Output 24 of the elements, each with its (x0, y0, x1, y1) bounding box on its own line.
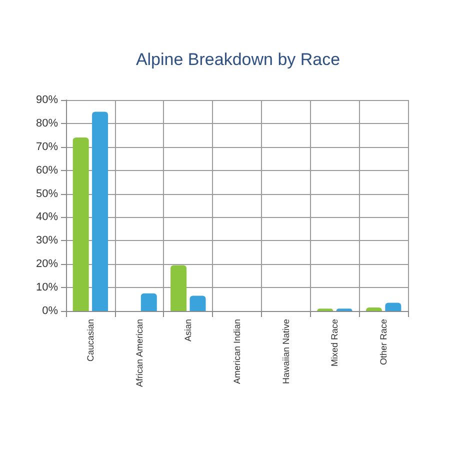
x-tick-label: Asian (183, 319, 194, 342)
y-tick-label: 0% (42, 305, 58, 317)
x-tick-label: American Indian (232, 319, 242, 384)
y-tick-label: 10% (36, 282, 58, 294)
y-tick-label: 60% (36, 164, 58, 176)
bar (190, 296, 206, 311)
y-tick-label: 90% (36, 94, 58, 106)
y-tick-label: 40% (36, 211, 58, 224)
bar (385, 302, 402, 311)
x-tick-label: African American (134, 319, 144, 388)
bar (140, 293, 157, 311)
bar (170, 265, 187, 311)
y-tick-label: 20% (36, 258, 58, 270)
x-tick-label: Caucasian (85, 319, 96, 362)
y-tick-label: 50% (36, 188, 58, 200)
y-tick-label: 80% (36, 117, 58, 130)
x-tick-label: Mixed Race (330, 319, 340, 367)
x-tick-label: Hawaiian Native (280, 319, 291, 384)
y-tick-label: 30% (36, 234, 58, 247)
bar (92, 112, 108, 311)
chart-title: Alpine Breakdown by Race (136, 50, 340, 69)
y-tick-label: 70% (36, 140, 58, 153)
x-tick-label: Other Race (378, 319, 389, 366)
bar (72, 138, 89, 311)
